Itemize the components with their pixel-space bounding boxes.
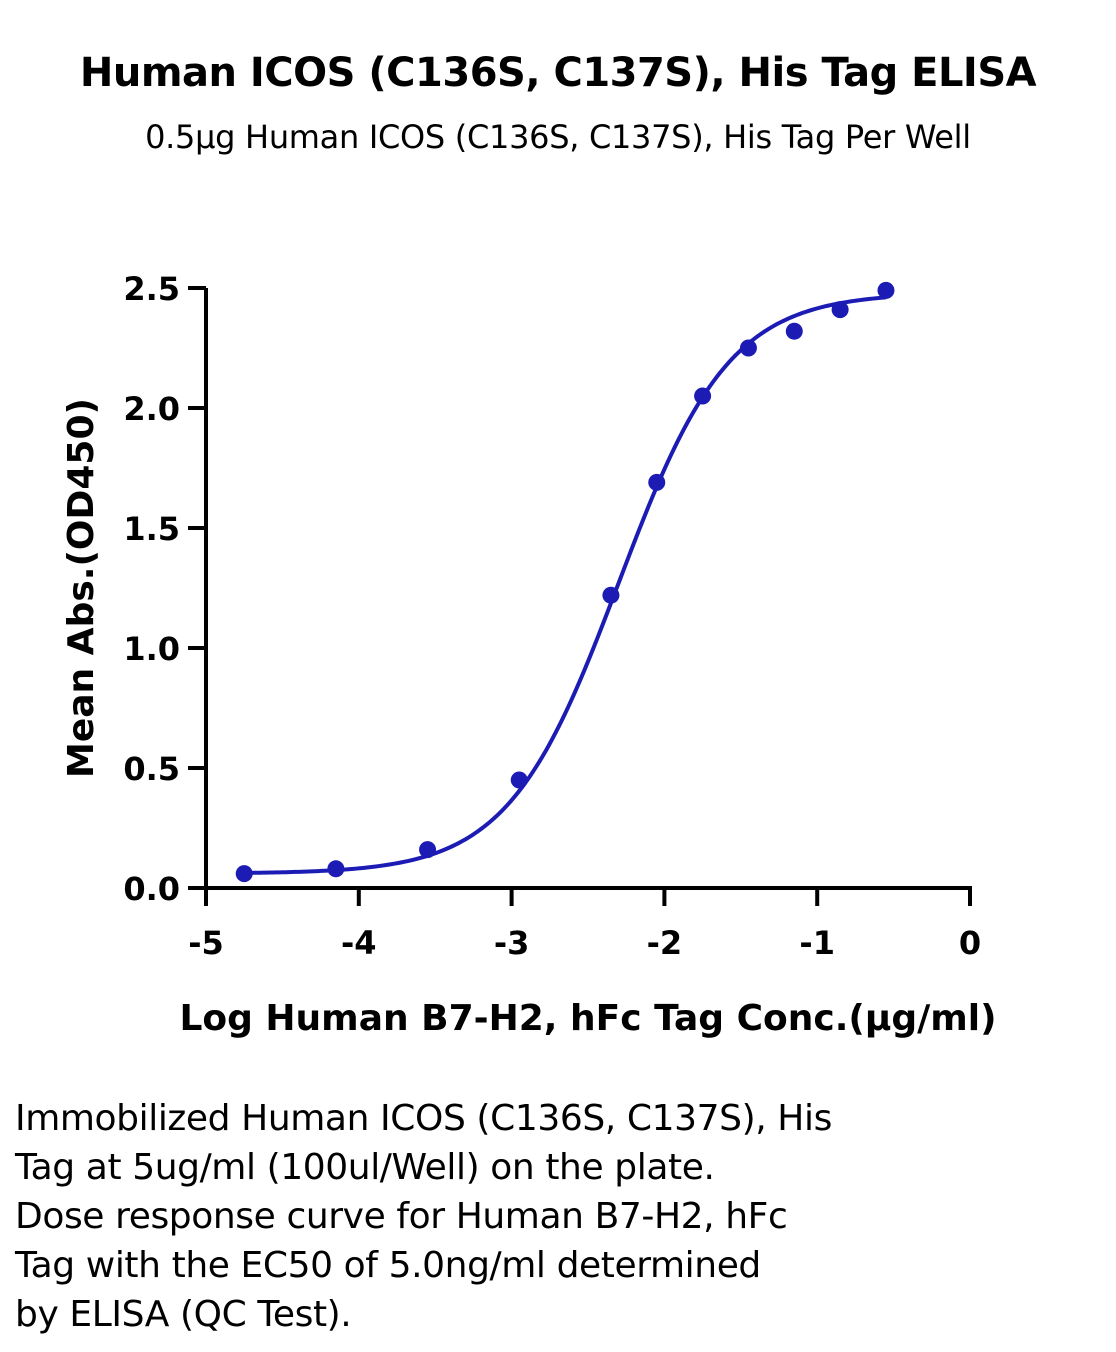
data-point <box>739 339 757 357</box>
y-axis-label: Mean Abs.(OD450) <box>61 398 102 778</box>
x-tick-label: -2 <box>647 924 683 962</box>
x-tick-label: -1 <box>799 924 835 962</box>
x-tick-label: 0 <box>959 924 981 962</box>
x-tick-label: -5 <box>188 924 224 962</box>
y-tick-label: 1.5 <box>123 510 180 548</box>
y-tick-label: 1.0 <box>123 630 180 668</box>
data-point <box>877 281 895 299</box>
data-point <box>648 473 666 491</box>
data-point <box>327 860 345 878</box>
chart-ticks: 0.0 0.5 1.0 1.5 2.0 2.5 -5 -4 -3 -2 -1 0 <box>123 270 981 962</box>
y-tick-label: 0.0 <box>123 870 180 908</box>
x-axis-label: Log Human B7-H2, hFc Tag Conc.(μg/ml) <box>179 998 996 1039</box>
data-point <box>419 841 437 859</box>
fit-curve <box>244 295 887 875</box>
data-point <box>510 771 528 789</box>
chart-subtitle: 0.5μg Human ICOS (C136S, C137S), His Tag… <box>145 118 971 156</box>
data-point <box>235 865 253 883</box>
data-point <box>694 387 712 405</box>
caption-line: Tag at 5ug/ml (100ul/Well) on the plate. <box>15 1147 715 1188</box>
data-point <box>785 322 803 340</box>
caption-line: Dose response curve for Human B7-H2, hFc <box>15 1196 788 1237</box>
chart-title: Human ICOS (C136S, C137S), His Tag ELISA <box>79 50 1037 96</box>
y-tick-label: 2.0 <box>123 390 180 428</box>
data-point <box>831 301 849 319</box>
x-tick-label: -3 <box>494 924 530 962</box>
fit-curve-layer <box>244 295 887 875</box>
caption-line: by ELISA (QC Test). <box>15 1294 352 1335</box>
caption-line: Tag with the EC50 of 5.0ng/ml determined <box>15 1245 761 1286</box>
y-tick-label: 0.5 <box>123 750 180 788</box>
elisa-chart: 0.0 0.5 1.0 1.5 2.0 2.5 -5 -4 -3 -2 -1 0 Log Human … <box>61 270 997 1039</box>
figure-caption: Immobilized Human ICOS (C136S, C137S), H… <box>15 1094 1095 1339</box>
x-tick-label: -4 <box>341 924 377 962</box>
data-points-layer <box>235 281 895 883</box>
chart-axes <box>204 288 972 890</box>
y-tick-label: 2.5 <box>123 270 180 308</box>
caption-line: Immobilized Human ICOS (C136S, C137S), H… <box>15 1098 832 1139</box>
data-point <box>602 586 620 604</box>
